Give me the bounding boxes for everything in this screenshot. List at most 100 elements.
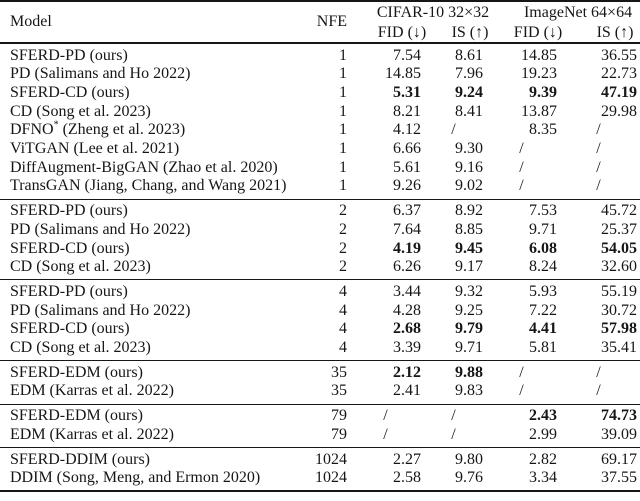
cifar-fid-cell: 9.26 — [393, 177, 421, 195]
imagenet-fid-cell: / — [519, 140, 524, 158]
table-row: DiffAugment-BigGAN (Zhao et al. 2020) 1 5.… — [0, 159, 640, 178]
cifar-is-cell: 9.45 — [455, 239, 484, 257]
table-row: SFERD-EDM (ours) 79 / / 2.43 74.73 — [0, 404, 640, 426]
model-name-cell: SFERD-DDIM (ours) — [10, 450, 150, 468]
cifar-is-cell: 8.41 — [455, 102, 484, 120]
nfe-cell: 4 — [339, 301, 347, 319]
model-name-cell: CD (Song et al. 2023) — [10, 339, 151, 357]
nfe-cell: 1 — [339, 121, 347, 139]
table-group-nfe-1024: SFERD-DDIM (ours) 1024 2.27 9.80 2.82 69.17 DD… — [0, 447, 640, 492]
table-row: SFERD-PD (ours) 2 6.37 8.92 7.53 45.72 — [0, 199, 640, 221]
nfe-cell: 1 — [339, 46, 347, 64]
imagenet-fid-cell: 4.41 — [529, 320, 558, 338]
cifar-is-cell: 9.30 — [455, 140, 484, 158]
imagenet-fid-cell: / — [519, 177, 524, 195]
imagenet-is-cell: 54.05 — [601, 239, 638, 257]
table-group-nfe-2: SFERD-PD (ours) 2 6.37 8.92 7.53 45.72 PD (Sal… — [0, 199, 640, 280]
imagenet-is-cell: 39.09 — [601, 425, 638, 443]
imagenet-is-cell: 35.41 — [601, 339, 638, 357]
column-header-cifar-fid-label: FID (↓) — [377, 23, 427, 41]
cifar-fid-cell: 7.54 — [393, 46, 421, 64]
cifar-fid-cell: 6.66 — [393, 140, 421, 158]
cifar-is-cell: 9.76 — [455, 469, 484, 487]
nfe-cell: 2 — [339, 258, 347, 276]
cifar-fid-cell: 6.37 — [393, 202, 421, 220]
imagenet-is-cell: 30.72 — [601, 301, 638, 319]
imagenet-fid-cell: 2.82 — [529, 450, 558, 468]
imagenet-is-cell: 37.55 — [601, 469, 638, 487]
imagenet-is-cell: / — [596, 140, 601, 158]
table-row: CD (Song et al. 2023) 2 6.26 9.17 8.24 32.60 — [0, 258, 640, 280]
table-row: SFERD-CD (ours) 1 5.31 9.24 9.39 47.19 — [0, 84, 640, 103]
column-group-imagenet-label: ImageNet 64×64 — [523, 3, 633, 21]
imagenet-fid-cell: 3.34 — [529, 469, 558, 487]
column-header-imagenet-is-label: IS (↑) — [596, 23, 634, 41]
imagenet-is-cell: 32.60 — [601, 258, 638, 276]
cifar-fid-cell: 2.58 — [393, 469, 421, 487]
cifar-is-cell: / — [451, 407, 456, 425]
imagenet-is-cell: 36.55 — [601, 46, 638, 64]
column-header-cifar-fid: FID (↓) — [350, 23, 427, 43]
nfe-cell: 2 — [339, 220, 347, 238]
model-name-cell: SFERD-PD (ours) — [10, 46, 128, 64]
model-name-cell: DDIM (Song, Meng, and Ermon 2020) — [10, 469, 261, 487]
table-row: EDM (Karras et al. 2022) 79 / / 2.99 39.09 — [0, 426, 640, 448]
imagenet-is-cell: 47.19 — [601, 83, 638, 101]
model-name-cell: PD (Salimans and Ho 2022) — [10, 65, 191, 83]
cifar-fid-cell: 6.26 — [393, 258, 421, 276]
nfe-cell: 79 — [331, 425, 347, 443]
imagenet-fid-cell: 5.81 — [529, 339, 558, 357]
imagenet-is-cell: / — [596, 121, 601, 139]
cifar-is-cell: 9.17 — [455, 258, 484, 276]
nfe-cell: 2 — [339, 239, 347, 257]
cifar-is-cell: 8.61 — [455, 46, 484, 64]
cifar-fid-cell: 4.12 — [393, 121, 421, 139]
column-group-cifar10: CIFAR-10 32×32 — [350, 1, 489, 23]
model-name-cell: SFERD-CD (ours) — [10, 83, 130, 101]
nfe-cell: 1 — [339, 158, 347, 176]
header-row-metrics: FID (↓) IS (↑) FID (↓) IS (↑) — [0, 23, 640, 43]
model-name-cell: SFERD-PD (ours) — [10, 282, 128, 300]
table-row: CD (Song et al. 2023) 4 3.39 9.71 5.81 35.41 — [0, 339, 640, 361]
nfe-cell: 1 — [339, 65, 347, 83]
model-name-cell: ViTGAN (Lee et al. 2021) — [10, 140, 180, 158]
table-row: DDIM (Song, Meng, and Ermon 2020) 1024 2.5… — [0, 469, 640, 491]
imagenet-fid-cell: 9.71 — [529, 220, 558, 238]
imagenet-is-cell: / — [596, 363, 601, 381]
imagenet-is-cell: 55.19 — [601, 282, 638, 300]
table-row: SFERD-DDIM (ours) 1024 2.27 9.80 2.82 69.17 — [0, 448, 640, 470]
cifar-fid-cell: 5.61 — [393, 158, 421, 176]
model-name-cell: DiffAugment-BigGAN (Zhao et al. 2020) — [10, 158, 278, 176]
table-row: PD (Salimans and Ho 2022) 2 7.64 8.85 9.71 25… — [0, 221, 640, 240]
column-header-nfe: NFE — [308, 1, 350, 43]
cifar-is-cell: 9.32 — [455, 282, 484, 300]
imagenet-is-cell: 22.73 — [601, 65, 638, 83]
table-row: SFERD-PD (ours) 4 3.44 9.32 5.93 55.19 — [0, 280, 640, 302]
cifar-fid-cell: / — [383, 407, 388, 425]
table-row: DFNO* (Zheng et al. 2023) 1 4.12 / 8.35 / — [0, 119, 640, 140]
imagenet-is-cell: 25.37 — [601, 220, 638, 238]
nfe-cell: 35 — [331, 382, 347, 400]
footnote-asterisk: * — [53, 119, 59, 131]
cifar-is-cell: 9.88 — [455, 363, 484, 381]
cifar-is-cell: / — [451, 121, 456, 139]
column-header-imagenet-is: IS (↑) — [560, 23, 640, 43]
cifar-is-cell: 8.85 — [455, 220, 484, 238]
imagenet-fid-cell: 8.24 — [529, 258, 558, 276]
imagenet-fid-cell: 7.53 — [529, 202, 558, 220]
cifar-is-cell: 9.24 — [455, 83, 484, 101]
table-row: PD (Salimans and Ho 2022) 1 14.85 7.96 19.23… — [0, 65, 640, 84]
table-row: SFERD-CD (ours) 2 4.19 9.45 6.08 54.05 — [0, 240, 640, 259]
imagenet-fid-cell: 14.85 — [521, 46, 558, 64]
cifar-is-cell: 9.83 — [455, 382, 484, 400]
column-header-model-label: Model — [10, 13, 52, 30]
column-header-model: Model — [0, 1, 308, 43]
cifar-is-cell: 9.80 — [455, 450, 484, 468]
column-header-imagenet-fid-label: FID (↓) — [513, 23, 563, 41]
column-header-cifar-is-label: IS (↑) — [451, 23, 489, 41]
imagenet-is-cell: / — [596, 382, 601, 400]
imagenet-is-cell: 29.98 — [601, 102, 638, 120]
table-row: SFERD-CD (ours) 4 2.68 9.79 4.41 57.98 — [0, 320, 640, 339]
nfe-cell: 79 — [331, 407, 347, 425]
